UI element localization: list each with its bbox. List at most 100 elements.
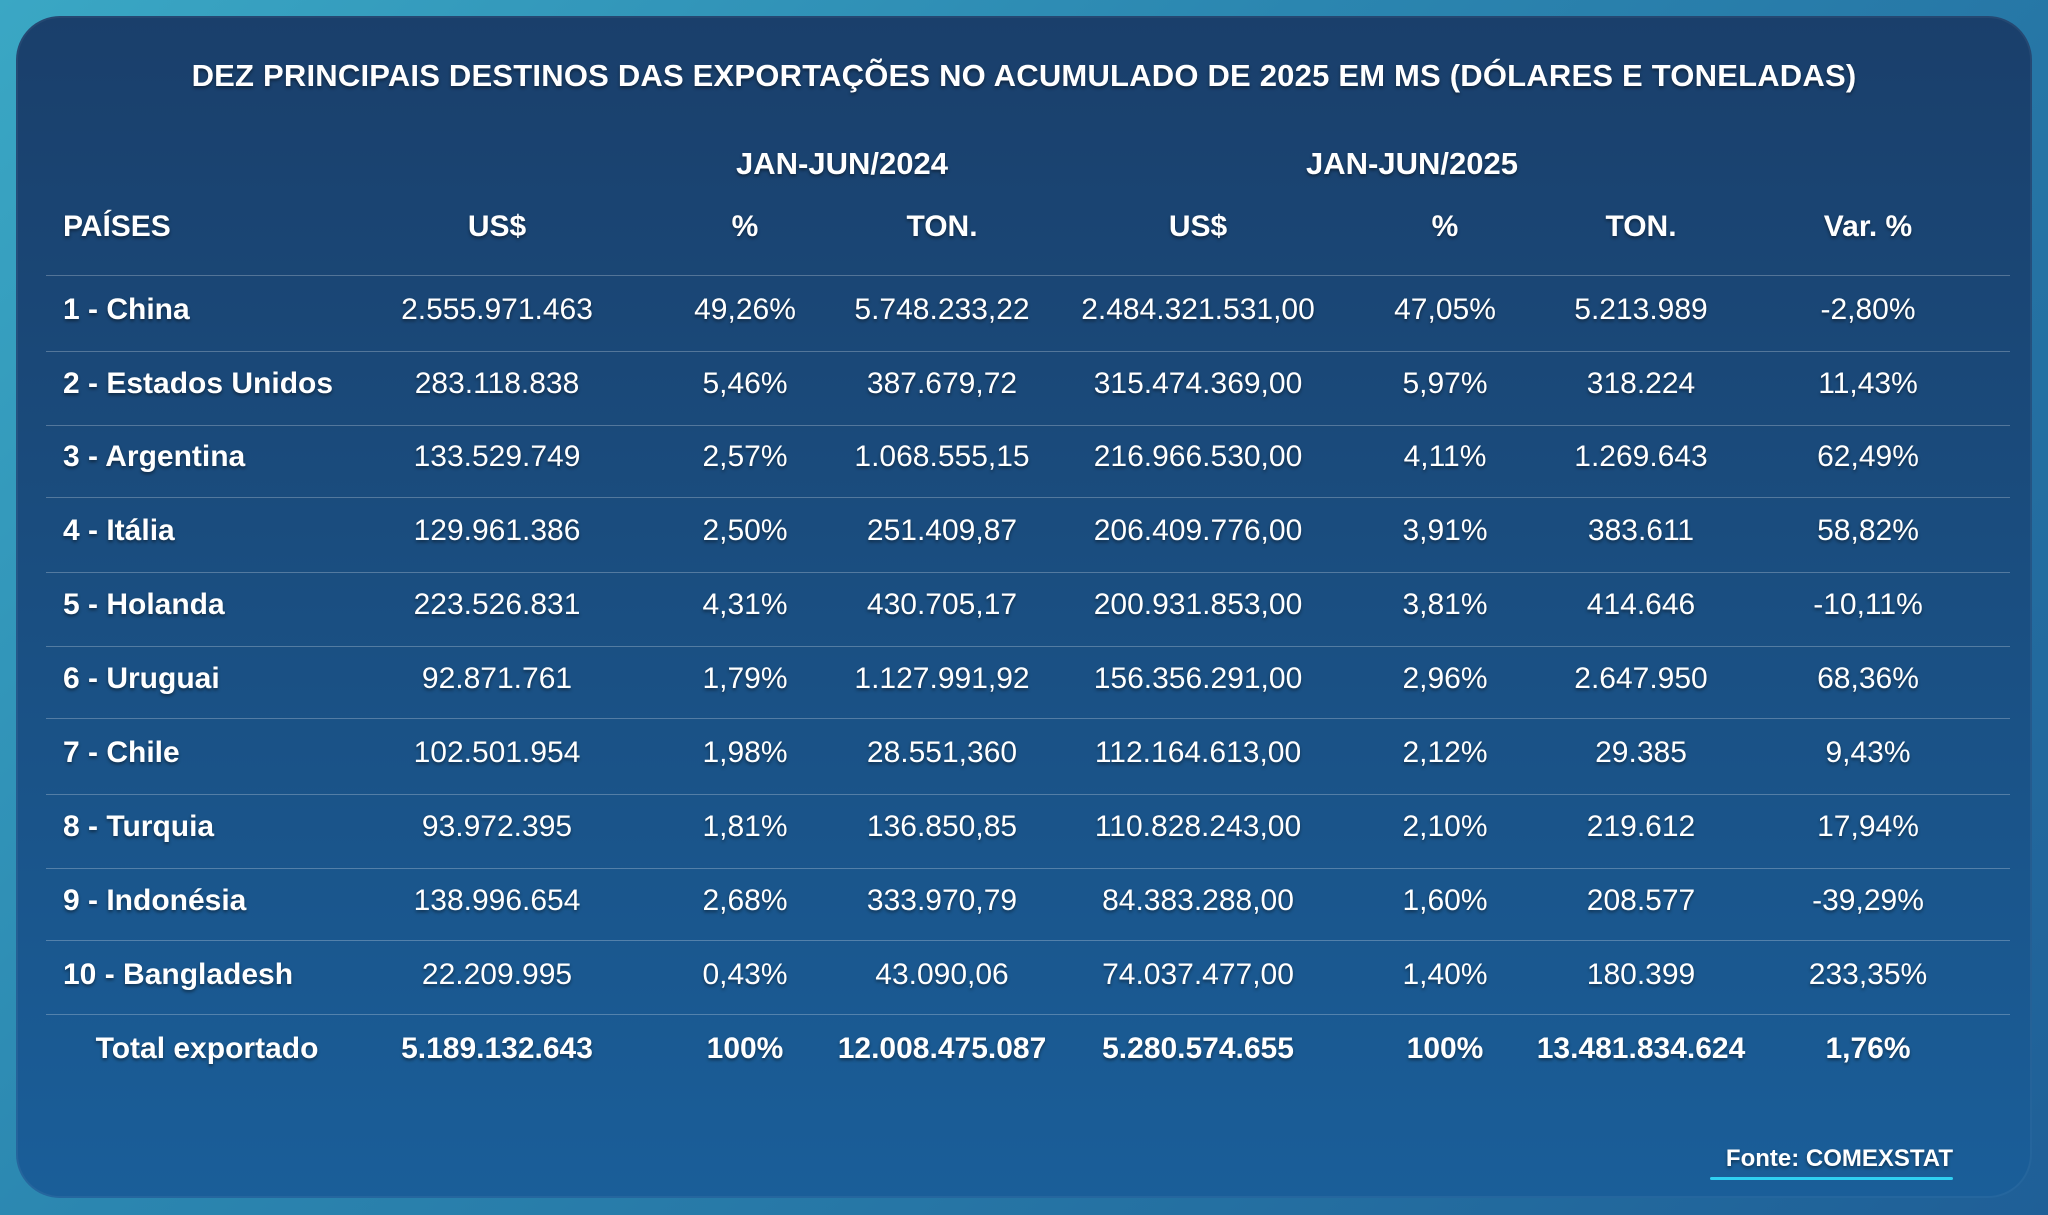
period-2024-label: JAN-JUN/2024 — [736, 146, 948, 181]
cell-pct-2024: 4,31% — [702, 588, 788, 621]
cell-usd-2024: 22.209.995 — [421, 958, 573, 991]
header-ton-2025: TON. — [1605, 210, 1677, 243]
cell-var-pct: 233,35% — [1808, 958, 1928, 991]
row-divider — [46, 497, 2010, 498]
row-divider — [46, 572, 2010, 573]
header-usd-2025: US$ — [1168, 210, 1228, 243]
cell-var-pct: 9,43% — [1825, 736, 1911, 769]
cell-pct-2024: 1,81% — [702, 810, 788, 843]
cell-usd-2024: 2.555.971.463 — [401, 293, 593, 326]
cell-pct-2024: 5,46% — [702, 367, 788, 400]
cell-ton-2025: 29.385 — [1595, 736, 1687, 769]
cell-ton-2024: 387.679,72 — [866, 367, 1018, 400]
cell-var-pct: 68,36% — [1817, 662, 1919, 695]
cell-ton-2025: 383.611 — [1587, 514, 1695, 547]
header-country: PAÍSES — [63, 210, 171, 243]
total-var-pct: 1,76% — [1825, 1032, 1911, 1065]
total-pct-2024: 100% — [706, 1032, 784, 1065]
header-usd-2024: US$ — [467, 210, 527, 243]
cell-ton-2024: 1.068.555,15 — [854, 440, 1030, 473]
cell-usd-2024: 92.871.761 — [421, 662, 573, 695]
cell-country: 8 - Turquia — [63, 810, 215, 843]
cell-pct-2025: 2,10% — [1402, 810, 1488, 843]
cell-var-pct: -39,29% — [1812, 884, 1924, 917]
header-pct-2025: % — [1431, 210, 1459, 243]
cell-ton-2025: 414.646 — [1586, 588, 1696, 621]
cell-ton-2024: 251.409,87 — [866, 514, 1018, 547]
row-divider — [46, 794, 2010, 795]
cell-var-pct: 17,94% — [1817, 810, 1919, 843]
cell-country: 9 - Indonésia — [63, 884, 247, 917]
cell-ton-2025: 2.647.950 — [1574, 662, 1708, 695]
cell-ton-2025: 180.399 — [1586, 958, 1696, 991]
cell-ton-2025: 1.269.643 — [1574, 440, 1708, 473]
row-divider — [46, 275, 2010, 276]
cell-usd-2025: 200.931.853,00 — [1093, 588, 1303, 621]
cell-pct-2025: 5,97% — [1402, 367, 1488, 400]
row-divider — [46, 868, 2010, 869]
cell-usd-2025: 206.409.776,00 — [1093, 514, 1303, 547]
total-usd-2024: 5.189.132.643 — [401, 1032, 593, 1065]
cell-usd-2024: 129.961.386 — [413, 514, 581, 547]
cell-var-pct: -2,80% — [1820, 293, 1916, 326]
cell-usd-2025: 315.474.369,00 — [1093, 367, 1303, 400]
cell-country: 10 - Bangladesh — [63, 958, 294, 991]
cell-pct-2025: 1,60% — [1402, 884, 1488, 917]
cell-ton-2024: 28.551,360 — [866, 736, 1018, 769]
cell-ton-2025: 208.577 — [1586, 884, 1696, 917]
total-ton-2024: 12.008.475.087 — [837, 1032, 1047, 1065]
total-country: Total exportado — [95, 1032, 319, 1065]
cell-pct-2024: 2,57% — [702, 440, 788, 473]
period-2025-label: JAN-JUN/2025 — [1306, 146, 1518, 181]
cell-country: 2 - Estados Unidos — [63, 367, 334, 400]
cell-ton-2024: 333.970,79 — [866, 884, 1018, 917]
cell-usd-2024: 283.118.838 — [414, 367, 580, 400]
cell-pct-2025: 1,40% — [1402, 958, 1488, 991]
cell-usd-2025: 84.383.288,00 — [1102, 884, 1294, 917]
cell-usd-2025: 74.037.477,00 — [1102, 958, 1294, 991]
cell-usd-2025: 156.356.291,00 — [1093, 662, 1303, 695]
cell-pct-2024: 1,79% — [702, 662, 788, 695]
row-divider — [46, 425, 2010, 426]
row-divider — [46, 940, 2010, 941]
source-label: Fonte: COMEXSTAT — [1725, 1145, 1953, 1172]
cell-ton-2024: 5.748.233,22 — [854, 293, 1030, 326]
cell-pct-2024: 2,68% — [702, 884, 788, 917]
row-divider — [46, 1014, 2010, 1015]
cell-ton-2024: 136.850,85 — [866, 810, 1018, 843]
chart-title: DEZ PRINCIPAIS DESTINOS DAS EXPORTAÇÕES … — [191, 58, 1857, 93]
cell-usd-2024: 93.972.395 — [421, 810, 573, 843]
cell-var-pct: 58,82% — [1817, 514, 1919, 547]
cell-ton-2024: 1.127.991,92 — [854, 662, 1030, 695]
cell-pct-2025: 47,05% — [1394, 293, 1496, 326]
cell-usd-2024: 138.996.654 — [413, 884, 581, 917]
source-underline — [1710, 1177, 1953, 1180]
cell-country: 3 - Argentina — [63, 440, 246, 473]
cell-country: 6 - Uruguai — [63, 662, 220, 695]
cell-pct-2025: 4,11% — [1403, 440, 1487, 473]
total-usd-2025: 5.280.574.655 — [1102, 1032, 1294, 1065]
cell-var-pct: 11,43% — [1818, 367, 1918, 400]
cell-country: 4 - Itália — [63, 514, 175, 547]
cell-ton-2024: 43.090,06 — [875, 958, 1009, 991]
cell-country: 5 - Holanda — [63, 588, 225, 621]
header-pct-2024: % — [731, 210, 759, 243]
cell-pct-2024: 0,43% — [702, 958, 788, 991]
cell-ton-2025: 318.224 — [1586, 367, 1696, 400]
cell-pct-2024: 49,26% — [694, 293, 796, 326]
cell-pct-2025: 2,12% — [1402, 736, 1488, 769]
cell-ton-2025: 219.612 — [1586, 810, 1696, 843]
cell-usd-2025: 216.966.530,00 — [1093, 440, 1303, 473]
cell-ton-2024: 430.705,17 — [866, 588, 1018, 621]
cell-var-pct: 62,49% — [1817, 440, 1919, 473]
cell-pct-2025: 2,96% — [1402, 662, 1488, 695]
cell-usd-2024: 223.526.831 — [413, 588, 581, 621]
cell-pct-2024: 2,50% — [702, 514, 788, 547]
cell-ton-2025: 5.213.989 — [1574, 293, 1708, 326]
row-divider — [46, 351, 2010, 352]
row-divider — [46, 718, 2010, 719]
cell-country: 1 - China — [63, 293, 190, 326]
table-panel — [16, 16, 2032, 1198]
header-ton-2024: TON. — [906, 210, 978, 243]
cell-usd-2024: 102.501.954 — [413, 736, 581, 769]
